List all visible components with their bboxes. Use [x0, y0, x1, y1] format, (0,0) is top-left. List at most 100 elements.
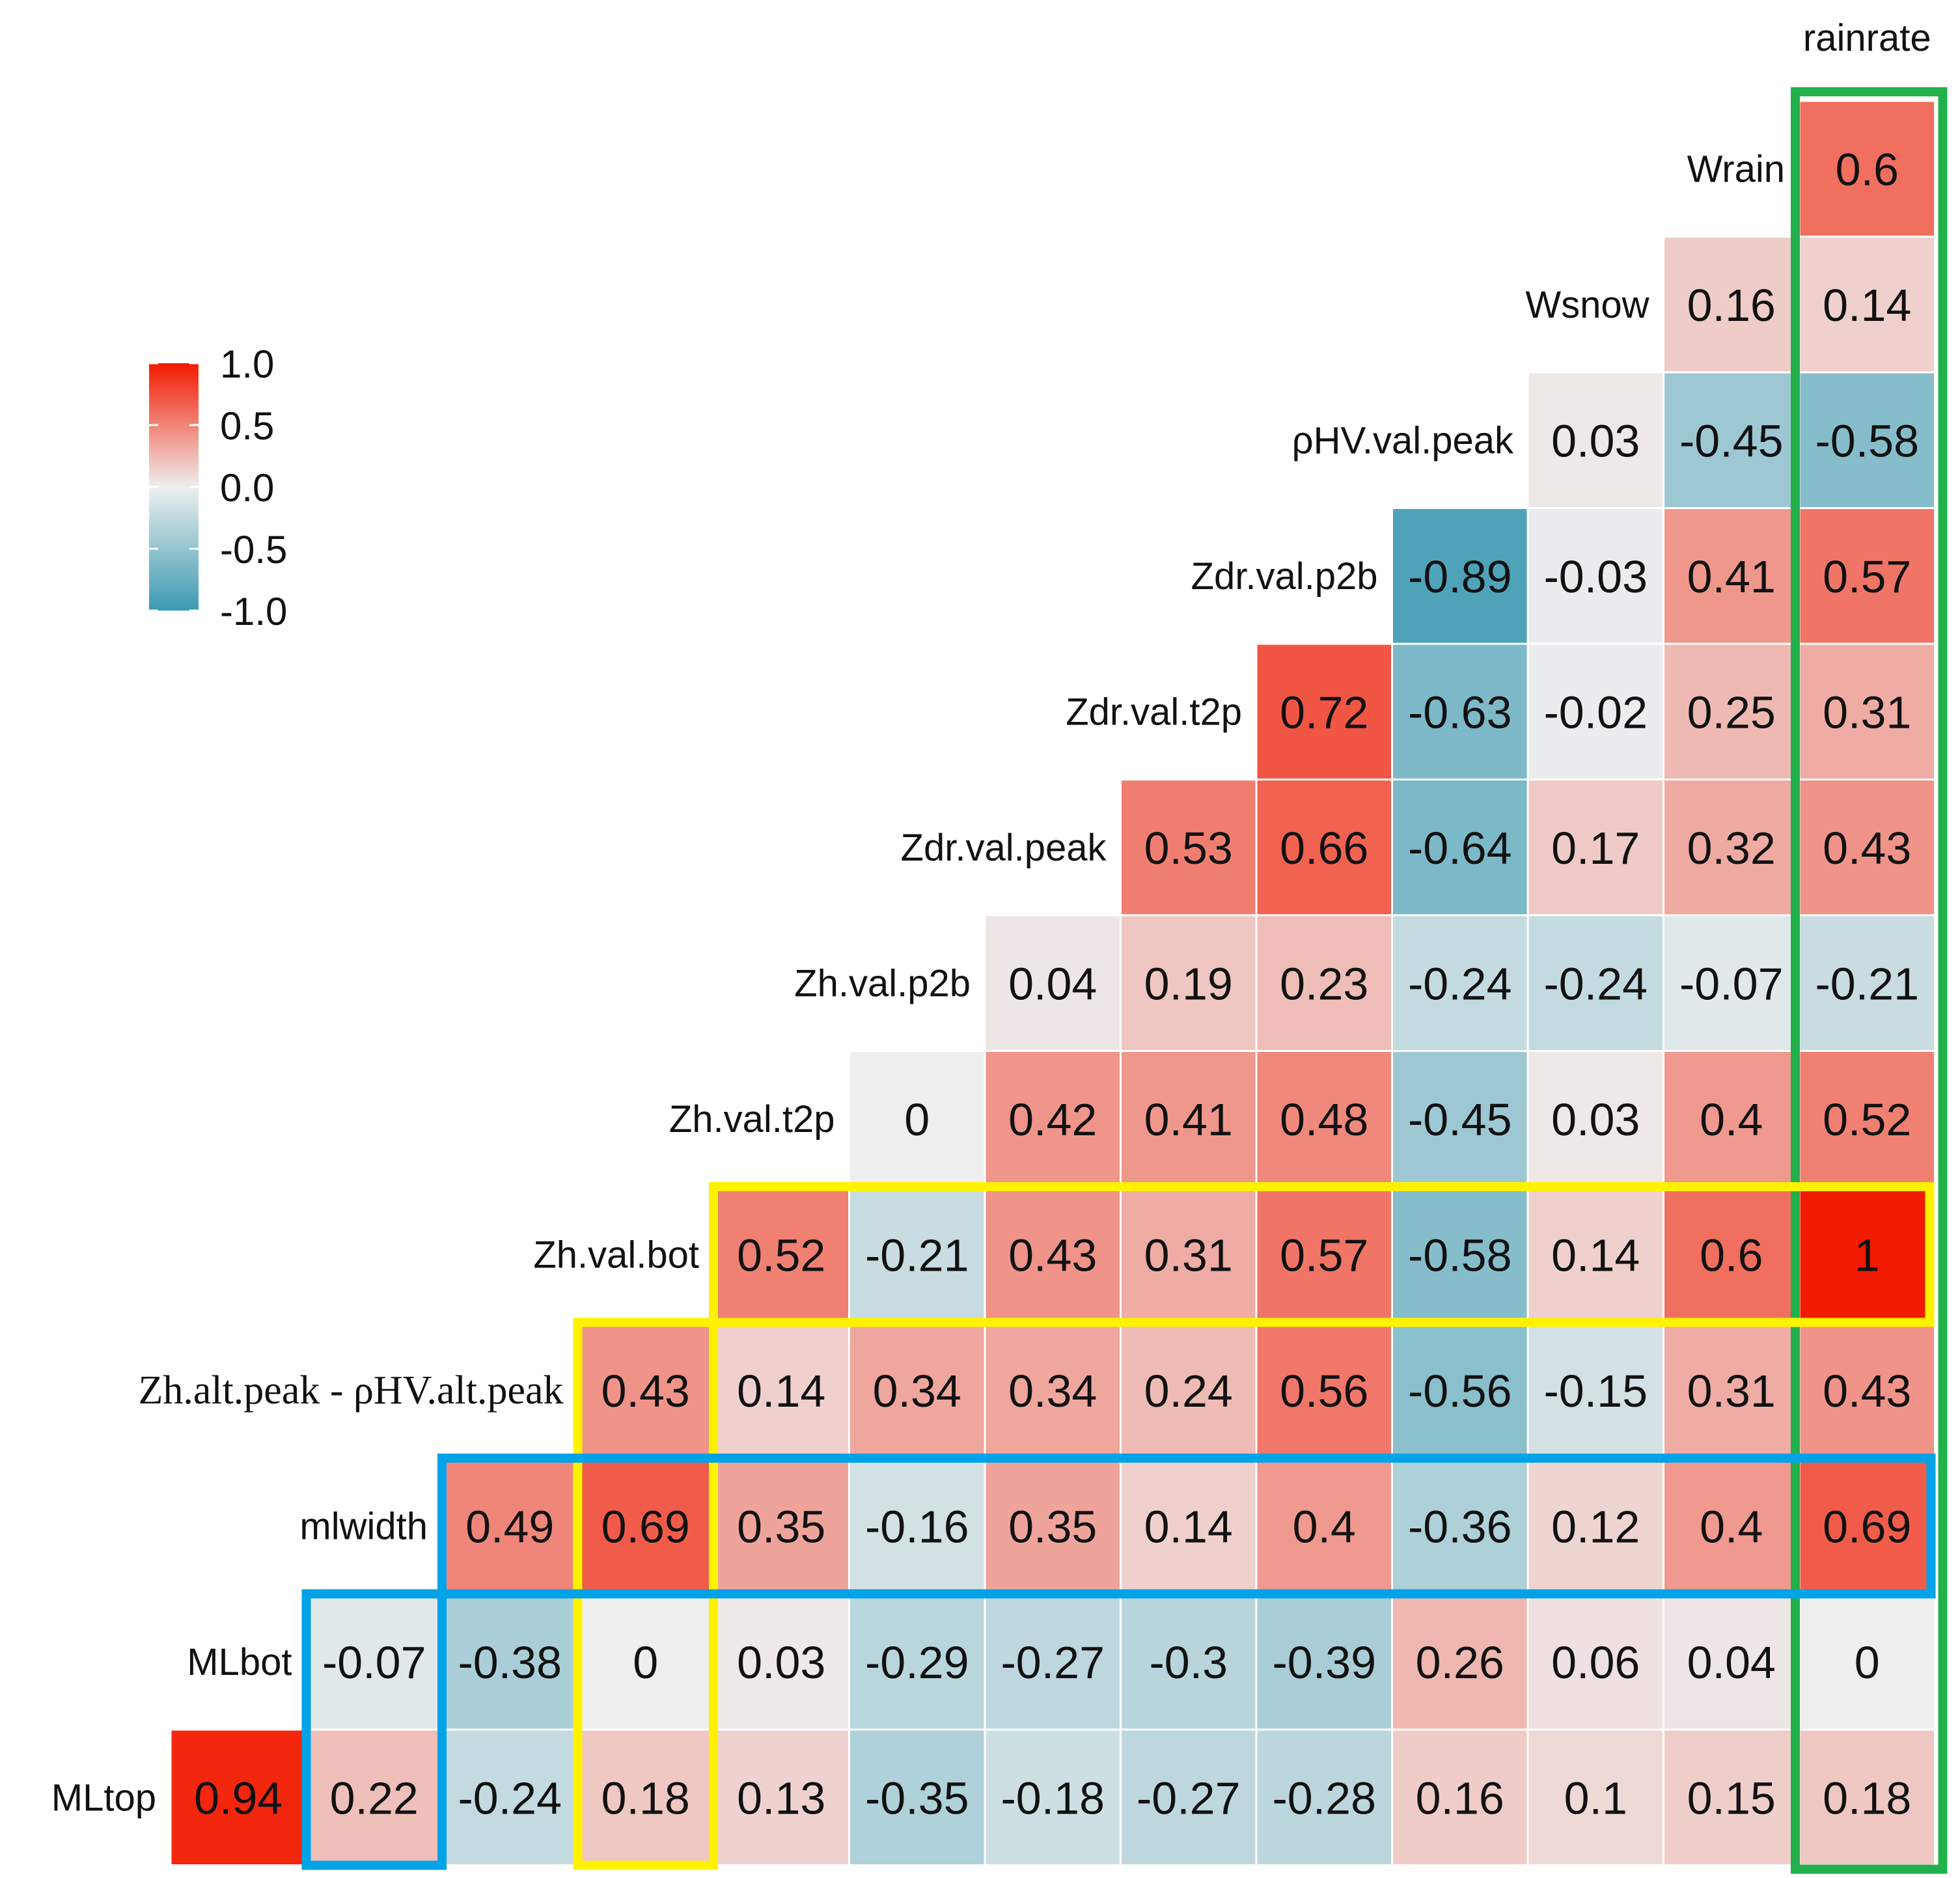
cell-value-label: -0.58 [1815, 415, 1919, 466]
legend-tick-label: 0.0 [220, 466, 274, 510]
cell-value-label: 0.14 [1551, 1230, 1640, 1280]
heatmap-cell [1798, 236, 1936, 374]
cell-value-label: 0.43 [1823, 823, 1911, 874]
cell-value-label: 0.04 [1687, 1637, 1776, 1688]
row-label: Zh.alt.peak - ρHV.alt.peak [138, 1368, 563, 1413]
cell-value-label: 0.72 [1280, 687, 1368, 738]
cell-value-label: 0.19 [1144, 958, 1233, 1009]
cell-value-label: -0.3 [1149, 1637, 1228, 1688]
heatmap-cell [1798, 1321, 1936, 1459]
cell-value-label: -0.02 [1543, 687, 1648, 738]
cell-value-label: -0.24 [458, 1773, 562, 1823]
row-label: ρHV.val.peak [1292, 419, 1514, 462]
heatmap-cell [848, 1185, 986, 1323]
cell-value-label: 0.16 [1416, 1773, 1504, 1823]
cell-value-label: 0 [1855, 1637, 1880, 1688]
cell-value-label: -0.21 [1815, 958, 1919, 1009]
cell-value-label: 0.52 [1823, 1094, 1911, 1145]
heatmap-cell [848, 1728, 986, 1866]
cell-value-label: 0.1 [1564, 1773, 1627, 1823]
heatmap-cell [1798, 642, 1936, 780]
cell-value-label: 0.18 [1823, 1773, 1911, 1823]
cell-value-label: 0.41 [1144, 1094, 1233, 1145]
heatmap-cell [1120, 1321, 1258, 1459]
column-label-rainrate: rainrate [1803, 17, 1931, 59]
cell-value-label: -0.15 [1543, 1366, 1648, 1416]
cell-value-label: -0.58 [1408, 1230, 1512, 1280]
highlight-rainrate-column [1791, 87, 1948, 1874]
heatmap-cell [1391, 1593, 1529, 1731]
heatmap-cell [1798, 371, 1936, 509]
heatmap-cell [1391, 1185, 1529, 1323]
heatmap-cell [1120, 1185, 1258, 1323]
heatmap-cell [984, 1321, 1122, 1459]
heatmap-cell [1120, 1593, 1258, 1731]
cell-value-label: 0.03 [1551, 415, 1640, 466]
heatmap-cell [1391, 779, 1529, 917]
cell-value-label: 0.41 [1687, 551, 1776, 602]
heatmap-cell [577, 1593, 715, 1731]
cell-value-label: -0.39 [1272, 1637, 1376, 1688]
heatmap-cell [984, 1728, 1122, 1866]
cell-value-label: -0.21 [865, 1230, 969, 1280]
cell-value-label: 0.53 [1144, 823, 1233, 874]
legend-tick-label: -0.5 [220, 528, 287, 572]
legend-tick-label: 0.5 [220, 404, 274, 448]
heatmap-cell [1526, 1593, 1664, 1731]
heatmap-cell [1120, 914, 1258, 1052]
highlight-zh-val-bot-row [709, 1182, 1935, 1327]
heatmap-cell [577, 1321, 715, 1459]
cell-value-label: 0.94 [194, 1773, 283, 1823]
cell-value-label: 1 [1855, 1230, 1880, 1280]
cell-value-label: 0.69 [601, 1501, 690, 1552]
heatmap-cell [1526, 1321, 1664, 1459]
cell-value-label: 0.15 [1687, 1773, 1776, 1823]
cell-value-label: 0 [633, 1637, 658, 1688]
heatmap-cell [305, 1593, 443, 1731]
row-label: MLtop [51, 1776, 156, 1819]
cell-value-label: 0.42 [1008, 1094, 1097, 1145]
heatmap-cell [577, 1728, 715, 1866]
cell-value-label: -0.63 [1408, 687, 1512, 738]
cell-value-label: 0.14 [737, 1366, 825, 1416]
cell-value-label: -0.24 [1408, 958, 1512, 1009]
heatmap-cell [1663, 1321, 1801, 1459]
cell-value-label: -0.29 [865, 1637, 969, 1688]
cell-value-label: 0.13 [737, 1773, 825, 1823]
heatmap-cell [1391, 642, 1529, 780]
heatmap-cell [1663, 779, 1801, 917]
row-label: Wrain [1687, 148, 1785, 190]
row-label: Zdr.val.p2b [1191, 555, 1378, 598]
cell-value-label: -0.27 [1001, 1637, 1105, 1688]
cell-value-label: 0.49 [465, 1501, 554, 1552]
cell-value-label: 0.31 [1823, 687, 1911, 738]
row-label: Zh.val.p2b [794, 962, 971, 1004]
cell-value-label: -0.45 [1679, 415, 1784, 466]
cell-value-label: 0.4 [1293, 1501, 1356, 1552]
heatmap-cell [1526, 371, 1664, 509]
highlight-boxes [301, 87, 1948, 1874]
heatmap-cell [1391, 1728, 1529, 1866]
cell-value-label: -0.38 [458, 1637, 562, 1688]
highlight-mlwidth-row [437, 1454, 1936, 1599]
cell-value-label: 0.6 [1700, 1230, 1763, 1280]
heatmap-cell [1526, 779, 1664, 917]
row-label: Zh.val.t2p [669, 1098, 835, 1140]
heatmap-cell [1526, 1728, 1664, 1866]
heatmap-cell [1798, 914, 1936, 1052]
row-labels: Wrain Wsnow ρHV.val.peak Zdr.val.p2b Zdr.val… [51, 148, 1785, 1819]
heatmap-cell [848, 1321, 986, 1459]
heatmap-cell [1120, 1728, 1258, 1866]
heatmap-cell [1663, 1593, 1801, 1731]
heatmap-cell [1120, 779, 1258, 917]
cell-value-label: -0.28 [1272, 1773, 1376, 1823]
cell-value-label: 0.43 [1008, 1230, 1097, 1280]
cell-value-label: -0.07 [1679, 958, 1784, 1009]
heatmap-cell [1255, 779, 1393, 917]
legend-tick-label: 1.0 [220, 342, 274, 386]
row-label: Zh.val.bot [533, 1234, 699, 1276]
cell-value-label: 0.26 [1416, 1637, 1504, 1688]
cell-value-label: -0.18 [1001, 1773, 1105, 1823]
cell-value-label: 0.48 [1280, 1094, 1368, 1145]
heatmap-cell [848, 1050, 986, 1188]
